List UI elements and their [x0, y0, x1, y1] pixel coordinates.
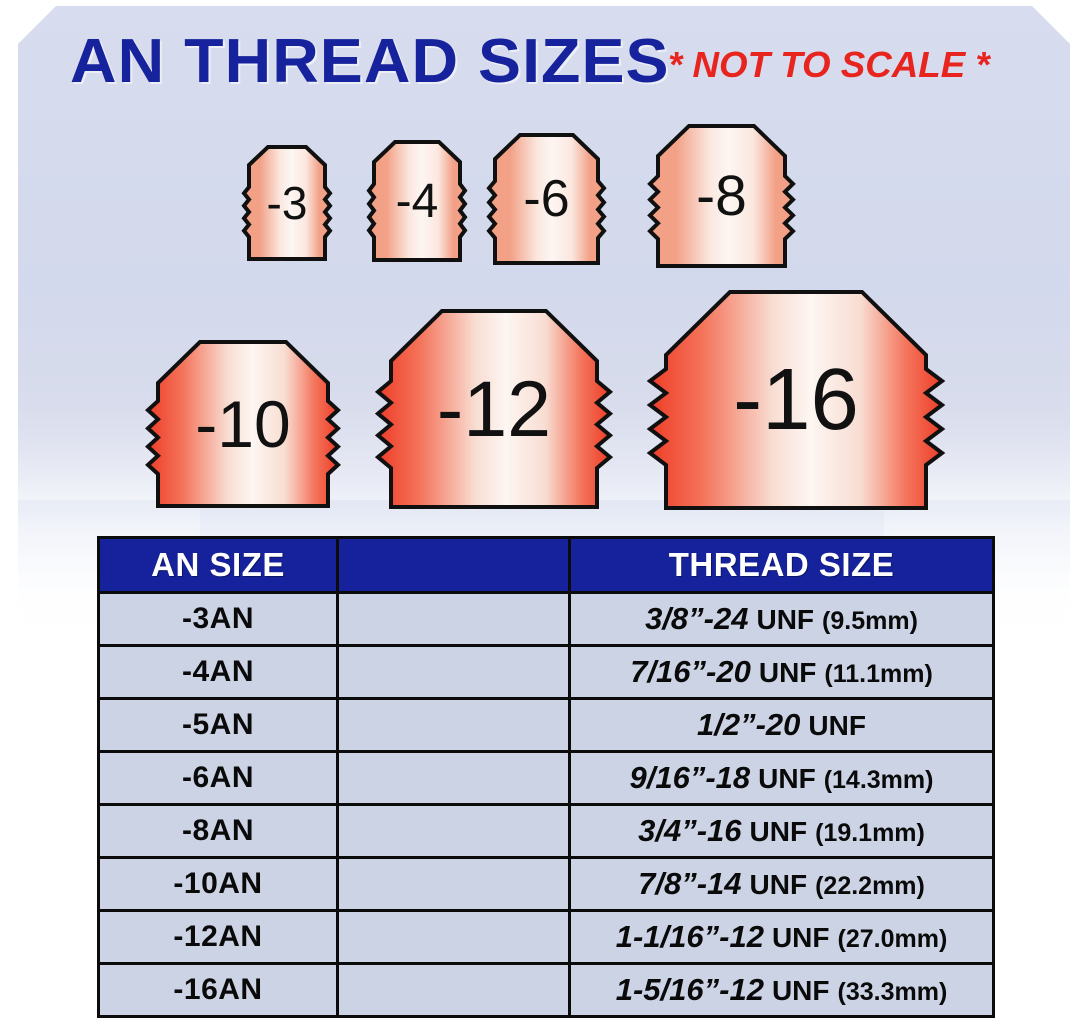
cell-an-size: -6AN: [97, 750, 339, 806]
cell-thread-size: 1-5/16”-12 UNF (33.3mm): [568, 962, 995, 1018]
cell-blank: [336, 962, 571, 1018]
cell-an-size: -12AN: [97, 909, 339, 965]
thread-metric: (9.5mm): [822, 607, 918, 635]
an-size-text: -6AN: [181, 761, 254, 794]
cell-an-size: -4AN: [97, 644, 339, 700]
table-header-row: AN SIZE THREAD SIZE: [97, 536, 995, 594]
thread-dimension: 3/4”-16: [638, 813, 742, 848]
thread-metric: (19.1mm): [815, 819, 925, 847]
thread-metric: (14.3mm): [823, 766, 934, 794]
thread-standard: UNF: [758, 657, 817, 688]
thread-standard: UNF: [749, 816, 808, 847]
not-to-scale-note: * NOT TO SCALE *: [668, 44, 990, 85]
cell-thread-size: 7/16”-20 UNF (11.1mm): [568, 644, 995, 700]
col-header-blank: [336, 536, 571, 594]
thread-spec: 9/16”-18 UNF (14.3mm): [571, 760, 992, 796]
cell-blank: [336, 591, 571, 647]
thread-dimension: 3/8”-24: [645, 601, 749, 636]
thread-metric: (33.3mm): [837, 978, 948, 1006]
thread-standard: UNF: [771, 922, 830, 953]
thread-spec: 1-1/16”-12 UNF (27.0mm): [571, 919, 992, 955]
thread-spec: 3/8”-24 UNF (9.5mm): [571, 601, 992, 637]
cell-blank: [336, 909, 571, 965]
cell-thread-size: 1-1/16”-12 UNF (27.0mm): [568, 909, 995, 965]
cell-blank: [336, 697, 571, 753]
an-size-text: -3AN: [181, 602, 254, 635]
table-row: -3AN 3/8”-24 UNF (9.5mm): [97, 591, 995, 647]
thread-spec: 7/16”-20 UNF (11.1mm): [571, 654, 992, 690]
cell-thread-size: 9/16”-18 UNF (14.3mm): [568, 750, 995, 806]
cell-thread-size: 3/4”-16 UNF (19.1mm): [568, 803, 995, 859]
cell-blank: [336, 803, 571, 859]
page-title: AN THREAD SIZES: [70, 27, 670, 96]
an-size-text: -16AN: [173, 973, 263, 1006]
cell-blank: [336, 856, 571, 912]
col-header-an-size: AN SIZE: [97, 536, 339, 594]
thread-spec: 1-5/16”-12 UNF (33.3mm): [571, 972, 992, 1008]
cell-blank: [336, 750, 571, 806]
table-row: -4AN 7/16”-20 UNF (11.1mm): [97, 644, 995, 700]
fitting-an3: -3: [241, 145, 333, 261]
table-row: -12AN 1-1/16”-12 UNF (27.0mm): [97, 909, 995, 965]
cell-an-size: -10AN: [97, 856, 339, 912]
thread-spec: 3/4”-16 UNF (19.1mm): [571, 813, 992, 849]
thread-dimension: 9/16”-18: [629, 760, 751, 795]
thread-dimension: 1/2”-20: [697, 707, 801, 742]
thread-standard: UNF: [771, 975, 830, 1006]
thread-standard: UNF: [756, 604, 815, 635]
an-size-text: -5AN: [181, 708, 254, 741]
thread-dimension: 7/16”-20: [630, 654, 751, 689]
cell-an-size: -8AN: [97, 803, 339, 859]
table-row: -8AN 3/4”-16 UNF (19.1mm): [97, 803, 995, 859]
thread-spec: 7/8”-14 UNF (22.2mm): [571, 866, 992, 902]
thread-metric: (22.2mm): [815, 872, 925, 900]
fitting-an8: -8: [647, 124, 796, 268]
an-size-text: -8AN: [181, 814, 254, 847]
cell-an-size: -5AN: [97, 697, 339, 753]
an-size-text: -12AN: [173, 920, 263, 953]
an-size-text: -10AN: [173, 867, 263, 900]
cell-thread-size: 7/8”-14 UNF (22.2mm): [568, 856, 995, 912]
table-row: -5AN 1/2”-20 UNF: [97, 697, 995, 753]
table-row: -6AN 9/16”-18 UNF (14.3mm): [97, 750, 995, 806]
cell-an-size: -16AN: [97, 962, 339, 1018]
fitting-an6: -6: [486, 133, 607, 265]
thread-dimension: 1-5/16”-12: [615, 972, 764, 1007]
thread-metric: (27.0mm): [837, 925, 948, 953]
fitting-an16: -16: [646, 290, 946, 510]
table-row: -16AN 1-5/16”-12 UNF (33.3mm): [97, 962, 995, 1018]
thread-dimension: 7/8”-14: [638, 866, 742, 901]
table-row: -10AN 7/8”-14 UNF (22.2mm): [97, 856, 995, 912]
thread-standard: UNF: [808, 710, 866, 741]
fitting-an10: -10: [145, 340, 341, 508]
thread-spec: 1/2”-20 UNF: [571, 707, 992, 743]
thread-dimension: 1-1/16”-12: [615, 919, 764, 954]
thread-size-table: AN SIZE THREAD SIZE -3AN 3/8”-24 UNF (9.5mm…: [97, 536, 995, 1018]
thread-standard: UNF: [758, 763, 816, 794]
fitting-an4: -4: [366, 140, 468, 262]
an-size-text: -4AN: [181, 655, 254, 688]
col-header-thread-size: THREAD SIZE: [568, 536, 995, 594]
thread-metric: (11.1mm): [824, 660, 933, 688]
cell-thread-size: 3/8”-24 UNF (9.5mm): [568, 591, 995, 647]
table-body: -3AN 3/8”-24 UNF (9.5mm) -4AN 7/16”-20 UNF (11.…: [97, 591, 995, 1018]
table-header: AN SIZE THREAD SIZE: [97, 536, 995, 594]
fitting-an12: -12: [374, 309, 614, 509]
cell-an-size: -3AN: [97, 591, 339, 647]
cell-blank: [336, 644, 571, 700]
thread-standard: UNF: [749, 869, 808, 900]
cell-thread-size: 1/2”-20 UNF: [568, 697, 995, 753]
